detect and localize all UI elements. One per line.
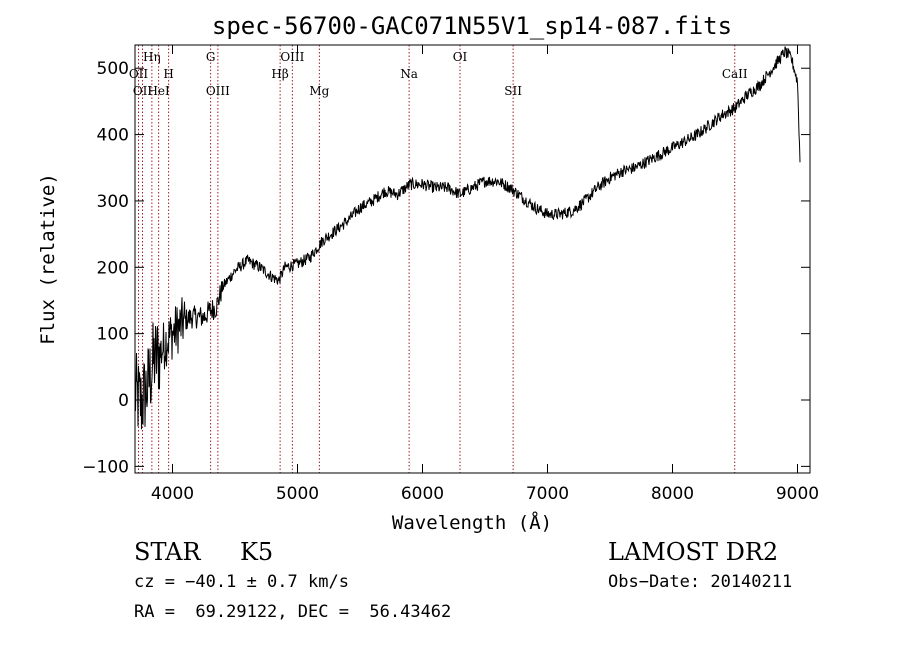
y-tick-label: −100 [82, 457, 129, 477]
x-tick-label: 6000 [401, 484, 444, 504]
x-tick-label: 4000 [151, 484, 194, 504]
spectral-line-label: OI [453, 50, 468, 64]
spectral-line-markers: OII OII Hη HeI H G OIII Hβ OIII Mg Na OI SII CaII [129, 45, 748, 473]
spectral-line-label: Hβ [271, 67, 288, 81]
ra-dec-coordinates: RA = 69.29122, DEC = 56.43462 [134, 602, 452, 622]
x-axis: 4000 5000 6000 7000 8000 9000 [151, 45, 819, 504]
y-tick-label: 0 [118, 391, 129, 411]
survey-name: LAMOST DR2 [608, 538, 779, 566]
spectral-line-label: Mg [309, 84, 329, 98]
spectral-line-label: OII [133, 84, 153, 98]
x-tick-label: 8000 [651, 484, 694, 504]
plot-frame [134, 44, 811, 474]
chart-title: spec-56700-GAC071N55V1_sp14-087.fits [212, 12, 732, 40]
x-tick-label: 7000 [526, 484, 569, 504]
spectral-line-label: OII [129, 67, 149, 81]
redshift-velocity: cz = −40.1 ± 0.7 km/s [134, 572, 349, 592]
spectral-line-label: Na [400, 67, 418, 81]
y-tick-label: 200 [97, 258, 129, 278]
y-tick-label: 500 [97, 59, 129, 79]
y-axis-label: Flux (relative) [37, 173, 59, 345]
spectral-line-label: HeI [147, 84, 170, 98]
spectral-line-label: G [206, 50, 216, 64]
object-subclass: K5 [240, 538, 274, 566]
spectral-line-label: OIII [206, 84, 230, 98]
flux-series [134, 46, 801, 430]
object-class: STAR [134, 538, 201, 566]
spectral-line-label: CaII [722, 67, 748, 81]
y-tick-label: 300 [97, 192, 129, 212]
flux-line [134, 46, 801, 430]
spectral-line-label: H [163, 67, 173, 81]
x-tick-label: 9000 [776, 484, 819, 504]
y-tick-label: 100 [97, 325, 129, 345]
spectral-line-label: OIII [280, 50, 304, 64]
spectral-line-label: Hη [143, 50, 161, 64]
y-tick-label: 400 [97, 126, 129, 146]
x-tick-label: 5000 [276, 484, 319, 504]
y-axis: −100 0 100 200 300 400 500 [82, 59, 810, 477]
observation-date: Obs−Date: 20140211 [608, 572, 793, 592]
spectral-line-label: SII [504, 84, 522, 98]
x-axis-label: Wavelength (Å) [392, 511, 552, 534]
